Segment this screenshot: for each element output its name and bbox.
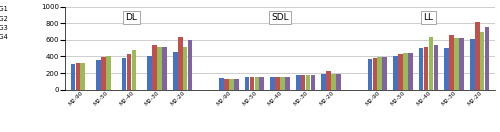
Bar [444, 48, 449, 90]
Bar [450, 35, 454, 90]
Bar [428, 37, 434, 90]
Bar [322, 74, 326, 90]
Bar [270, 77, 275, 90]
Bar [454, 38, 459, 90]
Bar [122, 58, 126, 90]
Bar [126, 54, 132, 90]
Bar [310, 75, 316, 90]
Bar [306, 75, 310, 90]
Bar [480, 32, 484, 90]
Bar [70, 64, 76, 90]
Bar [470, 39, 474, 90]
Bar [106, 56, 110, 90]
Bar [229, 79, 234, 90]
Bar [173, 52, 178, 90]
Bar [178, 37, 182, 90]
Bar [368, 59, 372, 90]
Bar [80, 63, 85, 90]
Bar [418, 48, 424, 90]
Bar [132, 50, 136, 90]
Bar [250, 77, 254, 90]
Bar [96, 60, 101, 90]
Bar [260, 77, 264, 90]
Bar [332, 74, 336, 90]
Bar [434, 45, 438, 90]
Bar [224, 79, 228, 90]
Bar [188, 40, 192, 90]
Bar [372, 58, 377, 90]
Bar [300, 75, 306, 90]
Text: LL: LL [424, 13, 434, 22]
Bar [101, 57, 106, 90]
Bar [424, 47, 428, 90]
Text: DL: DL [126, 13, 138, 22]
Bar [378, 57, 382, 90]
Bar [393, 56, 398, 90]
Bar [157, 46, 162, 90]
Bar [183, 46, 188, 90]
Bar [408, 53, 412, 90]
Bar [254, 77, 260, 90]
Legend: XG1, XG2, XG3, XG4: XG1, XG2, XG3, XG4 [0, 6, 9, 41]
Bar [76, 63, 80, 90]
Bar [280, 77, 285, 90]
Bar [152, 45, 157, 90]
Bar [244, 77, 250, 90]
Bar [398, 54, 403, 90]
Bar [326, 71, 331, 90]
Bar [475, 22, 480, 90]
Bar [148, 56, 152, 90]
Text: SDL: SDL [271, 13, 289, 22]
Bar [296, 75, 300, 90]
Bar [275, 77, 280, 90]
Bar [162, 47, 167, 90]
Bar [336, 74, 341, 90]
Bar [285, 77, 290, 90]
Bar [403, 53, 408, 90]
Bar [234, 79, 238, 90]
Bar [219, 78, 224, 90]
Bar [459, 38, 464, 90]
Bar [382, 57, 387, 90]
Bar [484, 27, 490, 90]
